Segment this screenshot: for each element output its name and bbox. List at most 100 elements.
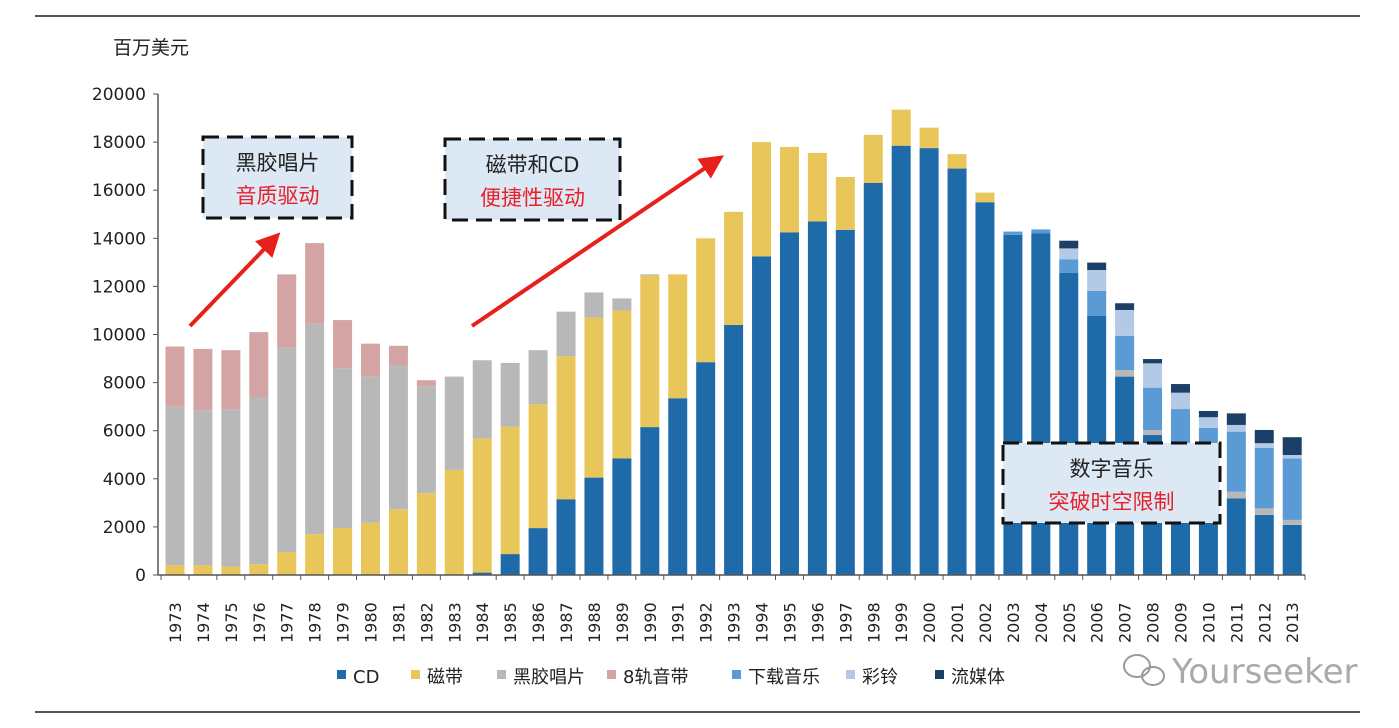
x-tick-label: 1981	[389, 602, 408, 643]
y-tick-label: 14000	[92, 229, 146, 249]
bar-segment-1984-CD	[472, 572, 492, 575]
bar-segment-1975-磁带	[221, 566, 241, 575]
bar-segment-2005-彩铃	[1059, 248, 1079, 260]
bar-segment-1984-黑胶唱片	[472, 360, 492, 439]
x-tick-label: 1977	[278, 602, 297, 643]
y-tick-label: 12000	[92, 277, 146, 297]
legend-label: CD	[353, 667, 379, 688]
bar-segment-1980-磁带	[361, 522, 381, 575]
bar-segment-1976-磁带	[249, 564, 269, 575]
bar-segment-1973-8轨音带	[165, 346, 185, 407]
bar-segment-1981-8轨音带	[388, 345, 408, 366]
annotation-subtitle: 音质驱动	[236, 184, 320, 208]
bar-segment-2013-彩铃	[1282, 454, 1302, 459]
bar-segment-2012-下载音乐	[1254, 447, 1274, 509]
x-tick-label: 1998	[864, 602, 883, 643]
x-tick-label: 1978	[306, 602, 325, 643]
x-tick-label: 1985	[501, 602, 520, 643]
bar-segment-1985-黑胶唱片	[500, 362, 520, 427]
bar-segment-2008-流媒体	[1143, 359, 1163, 364]
bar-segment-1973-黑胶唱片	[165, 406, 185, 566]
bar-segment-2009-彩铃	[1170, 392, 1190, 410]
bar-segment-2007-流媒体	[1115, 303, 1135, 310]
legend-swatch	[732, 670, 741, 679]
bar-segment-1988-黑胶唱片	[584, 292, 604, 318]
bar-segment-1984-磁带	[472, 438, 492, 573]
bar-segment-2005-下载音乐	[1059, 259, 1079, 273]
bar-segment-1976-8轨音带	[249, 332, 269, 398]
bar-segment-2010-流媒体	[1198, 410, 1218, 418]
legend-label: 8轨音带	[623, 667, 688, 688]
x-tick-label: 2000	[920, 602, 939, 643]
bar-segment-1992-磁带	[696, 238, 716, 363]
x-tick-label: 1986	[529, 602, 548, 643]
bottom-rule	[35, 711, 1360, 713]
bar-segment-1994-CD	[752, 256, 772, 575]
bar-segment-1973-磁带	[165, 565, 185, 575]
bar-segment-1986-磁带	[528, 404, 548, 529]
bar-segment-2008-黑胶唱片	[1143, 429, 1163, 436]
bar-segment-1990-黑胶唱片	[640, 274, 660, 276]
x-tick-label: 1988	[585, 602, 604, 643]
bar-segment-2002-CD	[975, 202, 995, 575]
bar-segment-1987-CD	[556, 499, 576, 575]
watermark-text: Yourseeker	[1171, 652, 1358, 692]
x-tick-label: 1980	[362, 602, 381, 643]
bar-segment-2013-下载音乐	[1282, 458, 1302, 520]
bar-segment-2007-彩铃	[1115, 309, 1135, 336]
bar-segment-2013-CD	[1282, 524, 1302, 575]
y-tick-label: 20000	[92, 85, 146, 105]
bar-segment-1990-CD	[640, 427, 660, 575]
bar-segment-1987-黑胶唱片	[556, 311, 576, 357]
y-tick-label: 0	[135, 566, 146, 586]
y-tick-label: 10000	[92, 326, 146, 346]
legend-item-下载音乐: 下载音乐	[732, 667, 820, 688]
bar-segment-1975-黑胶唱片	[221, 409, 241, 567]
bar-segment-1997-CD	[835, 229, 855, 575]
x-tick-label: 1989	[613, 602, 632, 643]
bar-segment-1974-磁带	[193, 565, 213, 575]
x-tick-label: 2007	[1116, 602, 1135, 643]
x-tick-label: 1976	[250, 602, 269, 643]
legend-swatch	[607, 670, 616, 679]
y-axis-unit-label: 百万美元	[113, 37, 189, 59]
bar-segment-1989-CD	[612, 458, 632, 575]
bar-segment-2011-黑胶唱片	[1226, 491, 1246, 499]
bar-segment-2000-磁带	[919, 127, 939, 149]
y-tick-label: 8000	[103, 374, 146, 394]
legend-item-8轨音带: 8轨音带	[607, 667, 688, 688]
bar-segment-1991-磁带	[668, 274, 688, 399]
annotation-title: 磁带和CD	[486, 153, 580, 177]
x-tick-label: 2010	[1199, 602, 1218, 643]
bar-segment-1985-磁带	[500, 426, 520, 555]
bar-segment-1978-8轨音带	[305, 243, 325, 324]
bar-segment-1994-磁带	[752, 142, 772, 257]
x-tick-label: 2013	[1283, 602, 1302, 643]
x-tick-label: 1979	[334, 602, 353, 643]
bar-segment-2007-黑胶唱片	[1115, 370, 1135, 377]
bar-segment-2005-流媒体	[1059, 240, 1079, 249]
bar-segment-1977-8轨音带	[277, 274, 297, 348]
bar-segment-1982-黑胶唱片	[416, 386, 436, 494]
bar-segment-1988-CD	[584, 477, 604, 575]
bar-segment-1978-磁带	[305, 534, 325, 575]
bar-segment-1996-CD	[807, 221, 827, 575]
bar-segment-2007-下载音乐	[1115, 335, 1135, 371]
x-tick-label: 1973	[166, 602, 185, 643]
wechat-icon	[1123, 654, 1165, 686]
x-tick-label: 2006	[1088, 602, 1107, 643]
annotation-title: 数字音乐	[1070, 457, 1154, 481]
bar-segment-1986-CD	[528, 528, 548, 575]
bar-segment-2006-流媒体	[1087, 262, 1107, 271]
bar-segment-2002-磁带	[975, 192, 995, 203]
bar-segment-1997-磁带	[835, 176, 855, 230]
x-tick-label: 1996	[808, 602, 827, 643]
x-tick-label: 1999	[892, 602, 911, 643]
bar-segment-2001-CD	[947, 168, 967, 575]
legend-label: 磁带	[427, 667, 463, 688]
watermark: Yourseeker	[1123, 652, 1358, 692]
bar-segment-1989-黑胶唱片	[612, 298, 632, 311]
